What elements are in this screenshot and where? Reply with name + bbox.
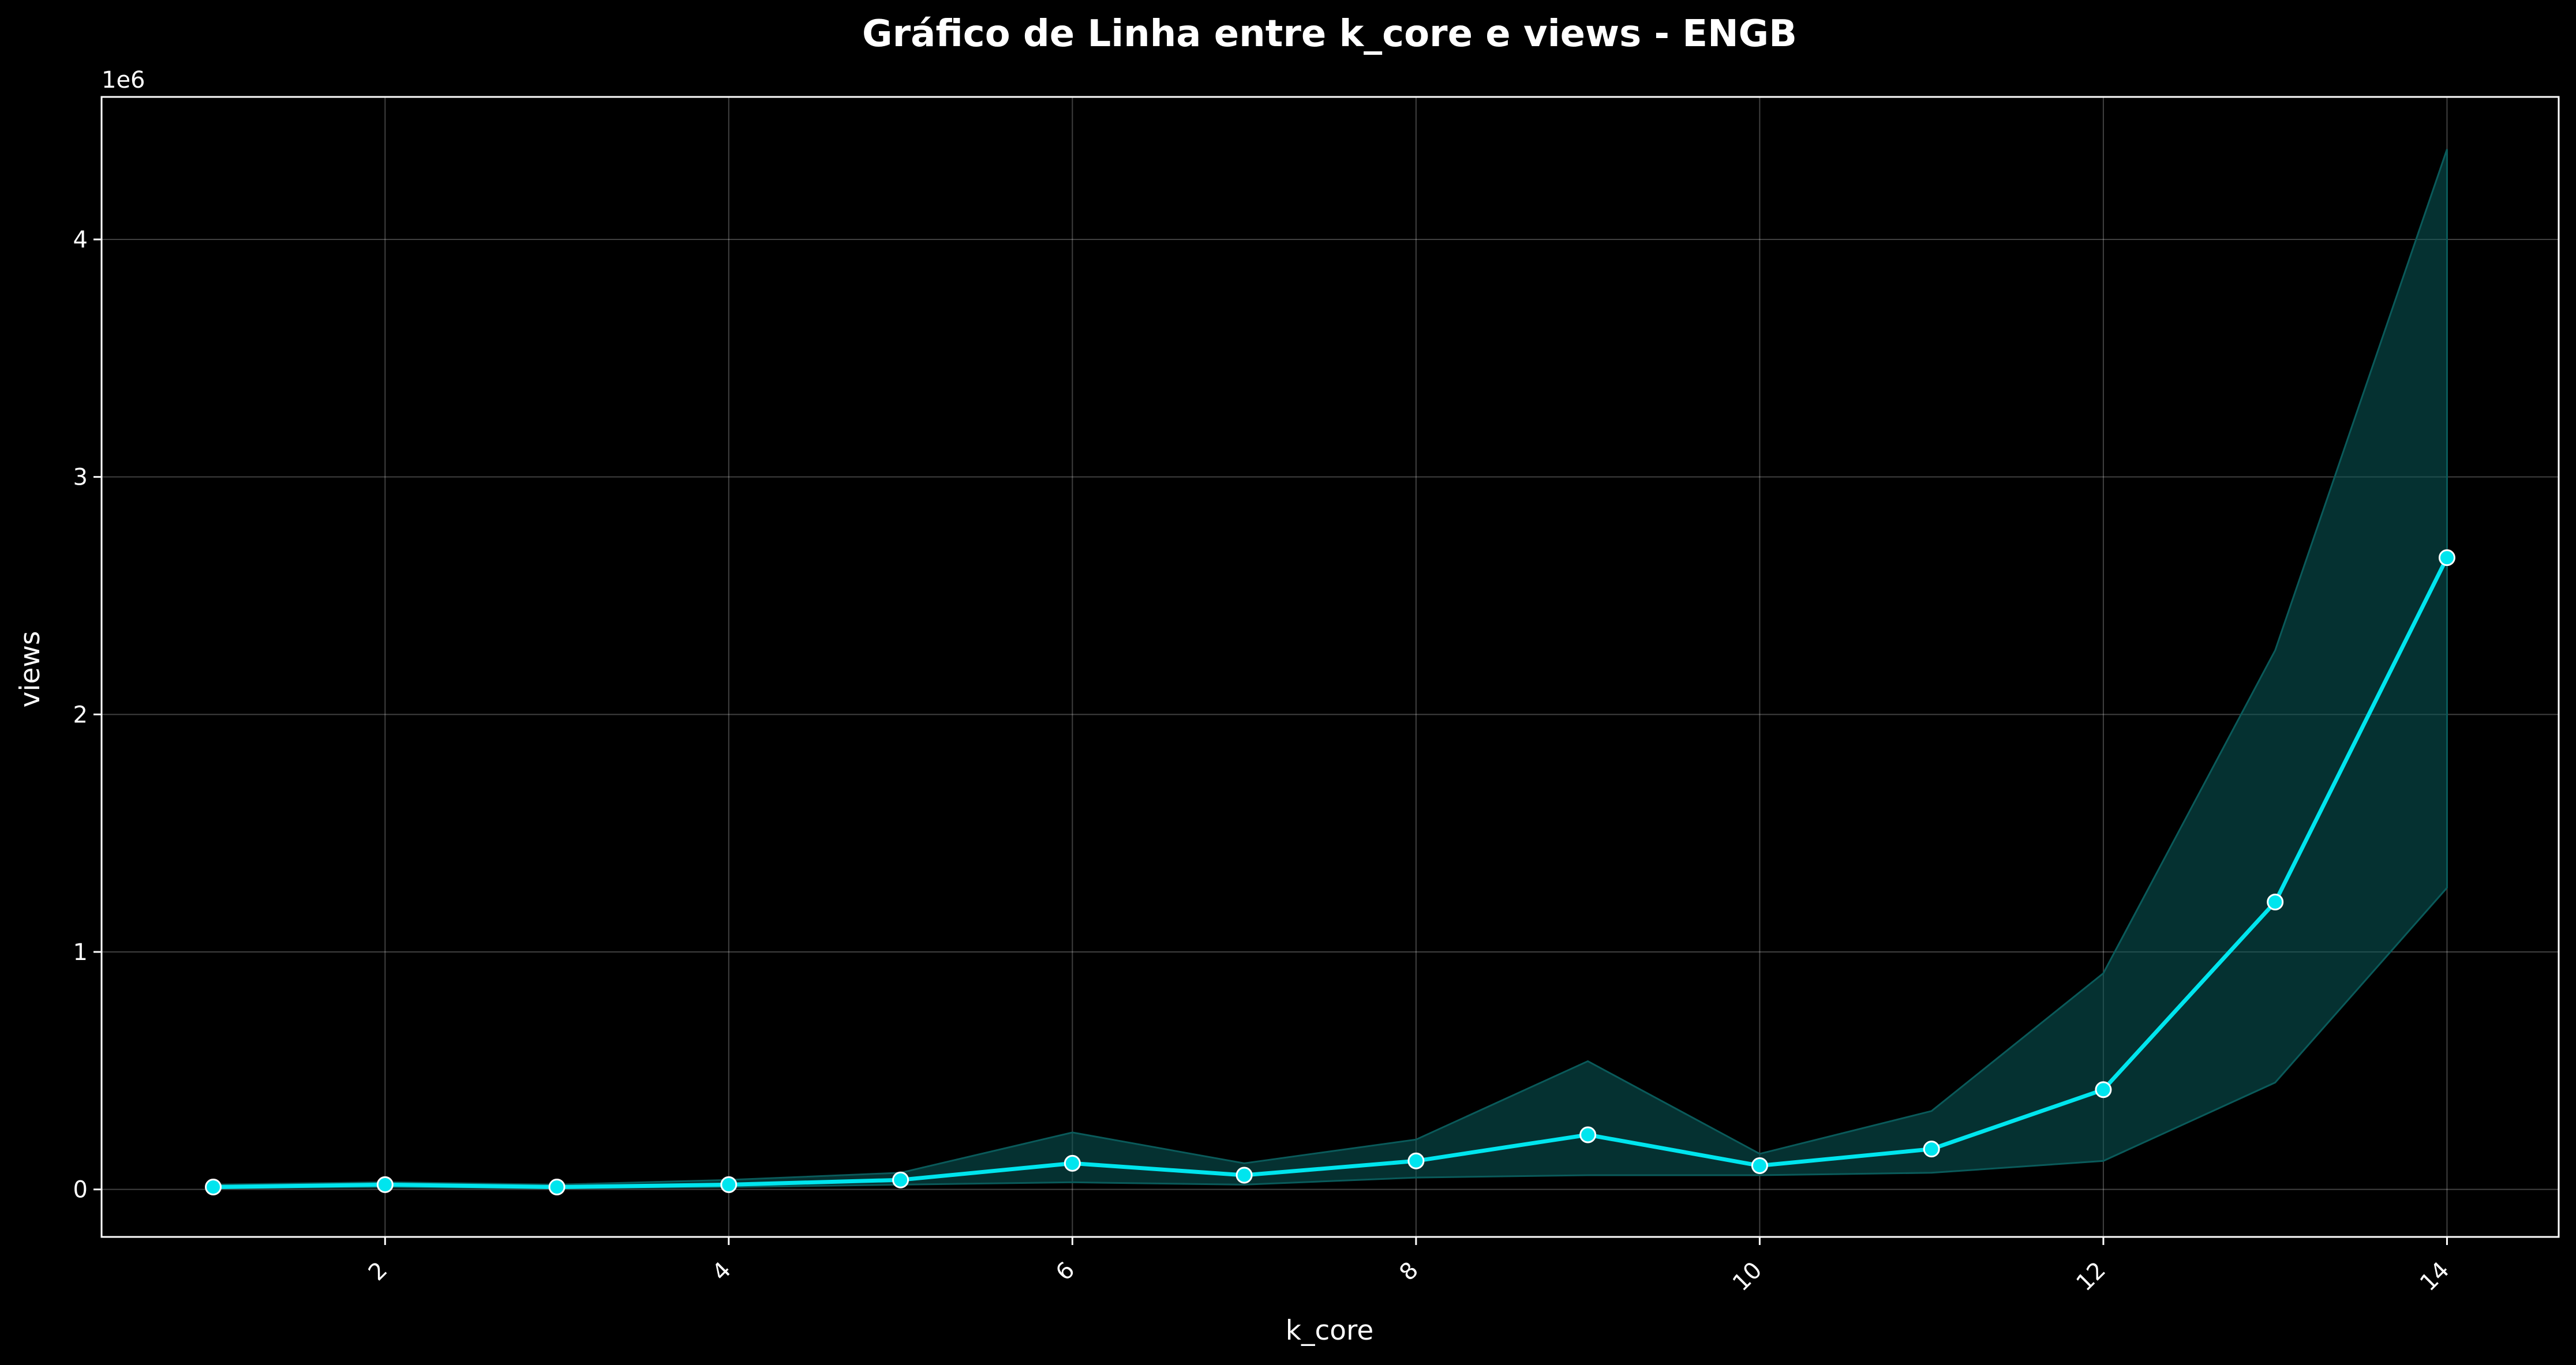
confidence-band-area — [212, 149, 2448, 1190]
data-point — [2095, 1081, 2112, 1098]
data-point — [1407, 1152, 1425, 1169]
data-point — [720, 1176, 737, 1193]
plot-frame — [100, 96, 2560, 1238]
data-point — [205, 1179, 222, 1196]
y-tick-label: 1 — [73, 939, 88, 966]
data-point — [1579, 1126, 1597, 1143]
data-point — [548, 1179, 566, 1196]
series-line-group — [213, 557, 2449, 1190]
y-tick-label: 0 — [73, 1177, 88, 1203]
data-point — [2267, 894, 2284, 911]
y-tick-label: 3 — [73, 464, 88, 491]
data-point — [1923, 1141, 1940, 1158]
x-axis-label: k_core — [1286, 1315, 1374, 1347]
confidence-band — [212, 149, 2448, 1190]
y-axis-ticks: 0 1 2 3 4 — [73, 227, 102, 1203]
y-tick-label: 2 — [73, 702, 88, 728]
data-point — [1751, 1157, 1768, 1174]
data-point — [2438, 549, 2455, 567]
y-offset-label: 1e6 — [102, 67, 145, 93]
chart-title: Gráfico de Linha entre k_core e views - … — [862, 13, 1797, 55]
data-point — [1064, 1154, 1081, 1172]
y-axis-label: views — [14, 631, 46, 708]
grid-lines — [102, 97, 2559, 1237]
series-markers — [205, 549, 2455, 1196]
data-point — [892, 1171, 909, 1188]
data-point — [1235, 1167, 1253, 1184]
data-point — [376, 1176, 394, 1193]
series-line — [213, 557, 2449, 1190]
y-tick-label: 4 — [73, 227, 88, 253]
